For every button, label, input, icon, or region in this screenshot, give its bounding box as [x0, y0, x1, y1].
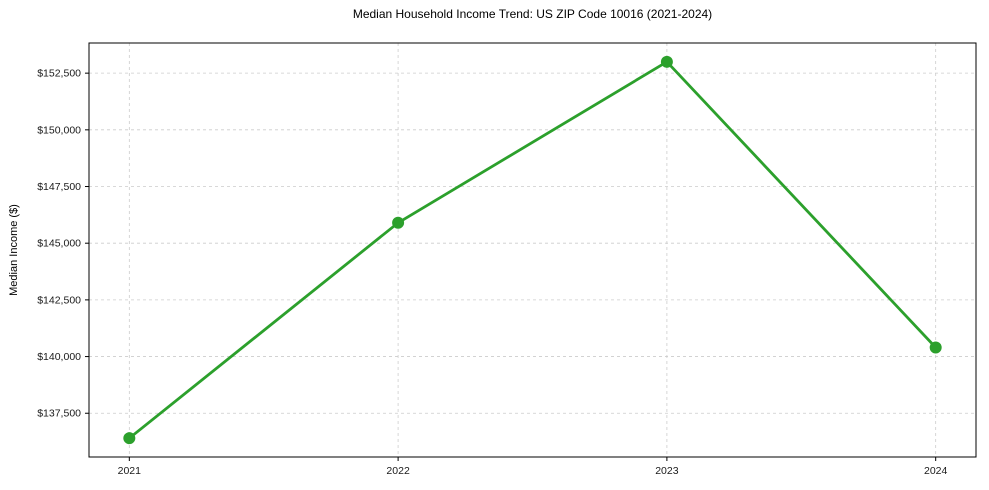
y-tick-label: $142,500: [37, 294, 81, 306]
x-tick-label: 2022: [386, 465, 410, 477]
x-tick-label: 2023: [655, 465, 679, 477]
plot-border: [88, 42, 977, 458]
x-tick-label: 2024: [924, 465, 948, 477]
chart-title: Median Household Income Trend: US ZIP Co…: [352, 7, 713, 21]
y-tick-label: $140,000: [37, 351, 81, 363]
x-tick-label: 2021: [118, 465, 142, 477]
data-point-2021: [123, 432, 136, 445]
data-point-2023: [660, 55, 673, 68]
data-point-2022: [392, 216, 405, 229]
series-line: [127, 60, 938, 440]
y-tick-label: $147,500: [37, 181, 81, 193]
y-tick-label: $152,500: [37, 68, 81, 80]
y-tick-label: $150,000: [37, 124, 81, 136]
data-point-2024: [929, 341, 942, 354]
y-tick-label: $145,000: [37, 238, 81, 250]
y-tick-label: $137,500: [37, 408, 81, 420]
